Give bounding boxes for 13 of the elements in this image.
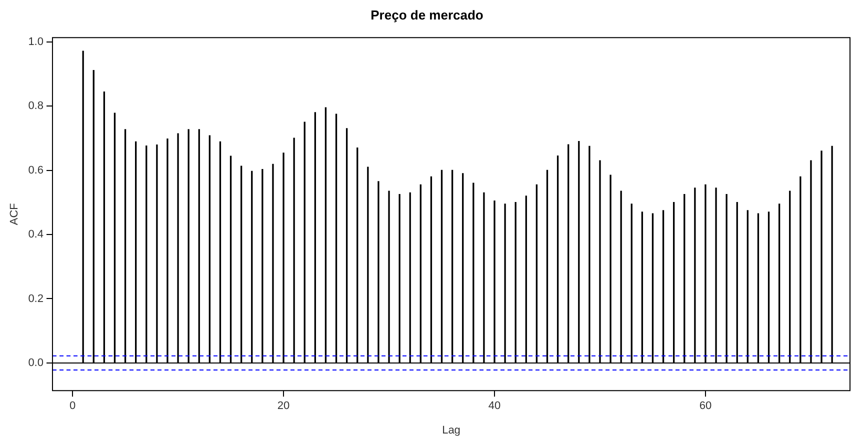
x-axis-title: Lag [442,424,460,436]
y-tick-label: 0.2 [28,292,44,305]
y-tick-label: 0.4 [28,228,44,241]
y-axis-title: ACF [8,202,21,226]
x-tick-label: 20 [277,400,290,412]
y-tick-label: 0.0 [28,357,44,370]
y-tick-label: 0.8 [28,100,44,112]
y-tick-label: 0.6 [28,164,44,176]
x-tick-label: 60 [699,400,712,412]
chart-title: Preço de mercado [370,7,484,22]
x-tick-label: 0 [69,400,76,412]
x-tick-label: 40 [488,400,501,412]
y-tick-label: 1.0 [28,36,44,48]
